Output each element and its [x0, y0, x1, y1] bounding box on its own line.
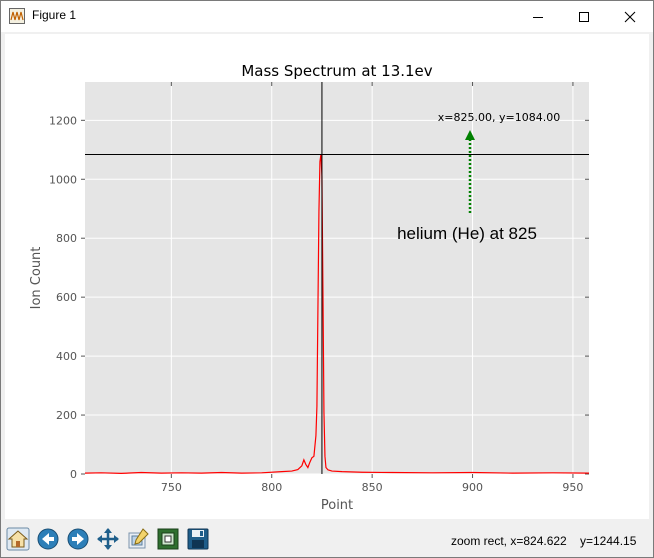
grid-lines [85, 82, 589, 475]
maximize-button[interactable] [561, 1, 607, 32]
back-icon [37, 528, 59, 550]
home-icon [6, 527, 30, 551]
minimize-button[interactable] [515, 1, 561, 32]
series-layer [84, 154, 590, 475]
close-button[interactable] [607, 1, 653, 32]
crosshair-cursor [85, 82, 589, 474]
x-tick-label: 850 [362, 481, 383, 494]
chart[interactable]: 750 800 850 900 950 0 200 400 600 800 1000 1200 Mas… [5, 34, 649, 519]
zoom-to-rect-icon [157, 528, 179, 550]
series-line [84, 154, 590, 475]
x-tick-label: 800 [261, 481, 282, 494]
crosshair-coords-label: x=825.00, y=1084.00 [438, 111, 560, 124]
x-tick-label: 950 [562, 481, 583, 494]
plot-area [85, 82, 589, 474]
matplotlib-app-icon [9, 8, 25, 24]
save-icon [187, 528, 209, 550]
axis-ticks: 750 800 850 900 950 0 200 400 600 800 1000 1200 [49, 82, 589, 494]
maximize-icon [579, 11, 589, 22]
y-tick-label: 1000 [49, 173, 77, 186]
y-tick-label: 1200 [49, 114, 77, 127]
chart-title: Mass Spectrum at 13.1ev [241, 62, 432, 80]
x-axis-label: Point [321, 498, 353, 513]
forward-button[interactable] [64, 525, 92, 553]
window-title: Figure 1 [32, 8, 77, 22]
minimize-icon [533, 16, 543, 18]
y-tick-label: 800 [56, 232, 77, 245]
title-bar: Figure 1 [1, 1, 653, 32]
arrow-head [465, 130, 475, 140]
status-y-readout: y=1244.15 [580, 534, 637, 548]
pan-button[interactable] [94, 525, 122, 553]
status-mode-readout: zoom rect, x=824.622 [451, 534, 567, 548]
configure-subplots-button[interactable] [124, 525, 152, 553]
figure-canvas[interactable]: 750 800 850 900 950 0 200 400 600 800 1000 1200 Mas… [5, 34, 649, 519]
pan-icon [97, 528, 119, 550]
y-tick-label: 200 [56, 409, 77, 422]
y-tick-label: 0 [70, 468, 77, 481]
close-icon [624, 11, 636, 22]
y-tick-label: 600 [56, 291, 77, 304]
back-button[interactable] [34, 525, 62, 553]
navigation-toolbar: zoom rect, x=824.622 y=1244.15 [1, 522, 653, 557]
x-tick-label: 900 [462, 481, 483, 494]
save-button[interactable] [184, 525, 212, 553]
home-button[interactable] [4, 525, 32, 553]
x-tick-label: 750 [161, 481, 182, 494]
configure-subplots-icon [128, 528, 149, 549]
annotation-arrow [465, 130, 475, 213]
zoom-to-rect-button[interactable] [154, 525, 182, 553]
forward-icon [67, 528, 89, 550]
y-axis-label: Ion Count [29, 247, 44, 310]
annotation-text: helium (He) at 825 [397, 224, 537, 243]
y-tick-label: 400 [56, 350, 77, 363]
